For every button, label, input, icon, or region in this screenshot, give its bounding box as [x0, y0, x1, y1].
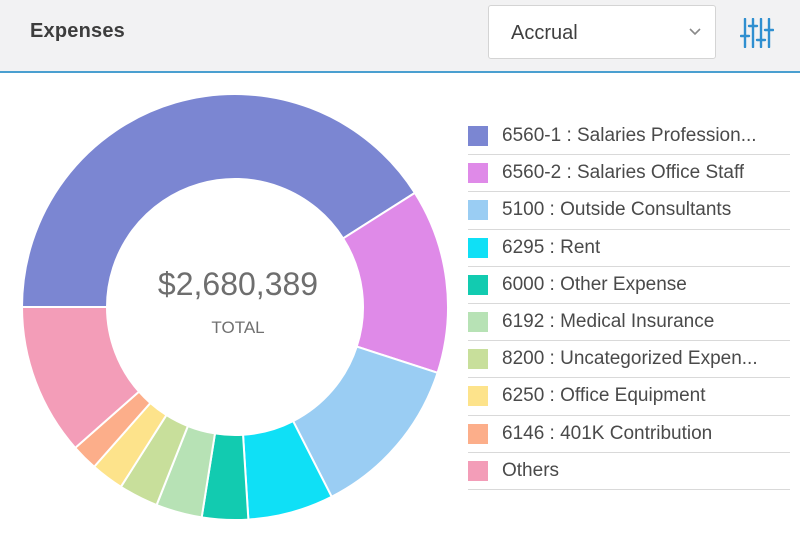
- legend-item[interactable]: 6560-2 : Salaries Office Staff: [468, 155, 790, 193]
- chart-legend: 6560-1 : Salaries Profession... 6560-2 : …: [468, 118, 790, 490]
- legend-label: 6560-1 : Salaries Profession...: [502, 125, 757, 147]
- legend-swatch: [468, 200, 488, 221]
- expenses-donut-chart: [20, 93, 449, 521]
- legend-item[interactable]: 5100 : Outside Consultants: [468, 192, 790, 230]
- donut-slice-9[interactable]: [20, 306, 141, 450]
- card-title: Expenses: [30, 20, 125, 42]
- legend-swatch: [468, 126, 488, 147]
- sliders-icon[interactable]: [740, 18, 774, 48]
- total-label: TOTAL: [211, 318, 265, 337]
- legend-label: 6560-2 : Salaries Office Staff: [502, 162, 745, 184]
- legend-swatch: [468, 163, 488, 184]
- accounting-basis-select[interactable]: Accrual: [488, 5, 716, 59]
- legend-item[interactable]: Others: [468, 453, 790, 490]
- legend-label: 5100 : Outside Consultants: [502, 199, 732, 221]
- legend-swatch: [468, 312, 488, 333]
- chevron-down-icon: [689, 28, 701, 36]
- legend-label: 6146 : 401K Contribution: [502, 422, 713, 444]
- legend-item[interactable]: 6146 : 401K Contribution: [468, 416, 790, 453]
- legend-item[interactable]: 6295 : Rent: [468, 230, 790, 267]
- legend-label: 6295 : Rent: [502, 236, 601, 258]
- legend-item[interactable]: 6250 : Office Equipment: [468, 378, 790, 416]
- legend-swatch: [468, 237, 488, 258]
- legend-label: 6192 : Medical Insurance: [502, 311, 715, 333]
- legend-label: 6250 : Office Equipment: [502, 385, 706, 407]
- legend-label: Others: [502, 459, 560, 481]
- legend-swatch: [468, 349, 488, 370]
- legend-swatch: [468, 423, 488, 444]
- donut-slice-0[interactable]: [20, 93, 417, 308]
- accounting-basis-value: Accrual: [511, 22, 578, 44]
- card-header: Expenses Accrual: [0, 0, 800, 73]
- legend-label: 8200 : Uncategorized Expen...: [502, 348, 758, 370]
- legend-item[interactable]: 6000 : Other Expense: [468, 267, 790, 304]
- legend-label: 6000 : Other Expense: [502, 273, 687, 295]
- total-amount: $2,680,389: [157, 266, 319, 302]
- legend-item[interactable]: 6560-1 : Salaries Profession...: [468, 118, 790, 156]
- legend-item[interactable]: 6192 : Medical Insurance: [468, 304, 790, 342]
- legend-swatch: [468, 386, 488, 407]
- legend-swatch: [468, 460, 488, 481]
- legend-swatch: [468, 274, 488, 295]
- legend-item[interactable]: 8200 : Uncategorized Expen...: [468, 341, 790, 379]
